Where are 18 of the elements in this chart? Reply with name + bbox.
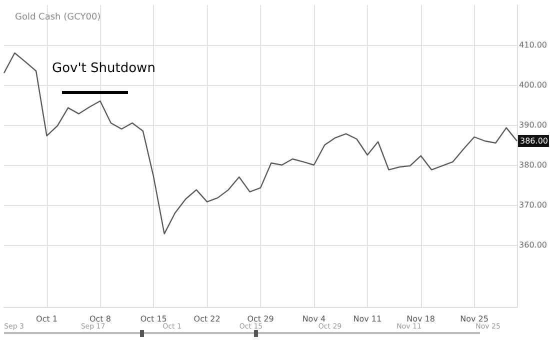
y-tick-label: 400.00 bbox=[519, 80, 548, 90]
y-tick-label: 410.00 bbox=[519, 40, 548, 50]
x-tick-label: Oct 15 bbox=[140, 314, 167, 324]
x-tick-label: Oct 1 bbox=[36, 314, 58, 324]
y-tick-label: 390.00 bbox=[519, 120, 548, 130]
x-tick-label: Oct 22 bbox=[194, 314, 220, 324]
y-tick-label: 380.00 bbox=[519, 160, 548, 170]
annotation: Gov't Shutdown bbox=[52, 61, 156, 76]
y-tick-label: 370.00 bbox=[519, 200, 548, 210]
x-tick-label: Oct 8 bbox=[89, 314, 111, 324]
x-tick-label: Nov 18 bbox=[406, 314, 435, 324]
y-tick-label: 360.00 bbox=[519, 240, 548, 250]
x-tick-label: Nov 11 bbox=[353, 314, 382, 324]
text: Gold Cash (GCY00) bbox=[15, 12, 101, 22]
x-tick-label: Nov 25 bbox=[460, 314, 488, 324]
text: 386.00 bbox=[520, 136, 548, 146]
x-tick-label: Nov 4 bbox=[302, 314, 326, 324]
x-tick-label: Oct 29 bbox=[247, 314, 274, 324]
